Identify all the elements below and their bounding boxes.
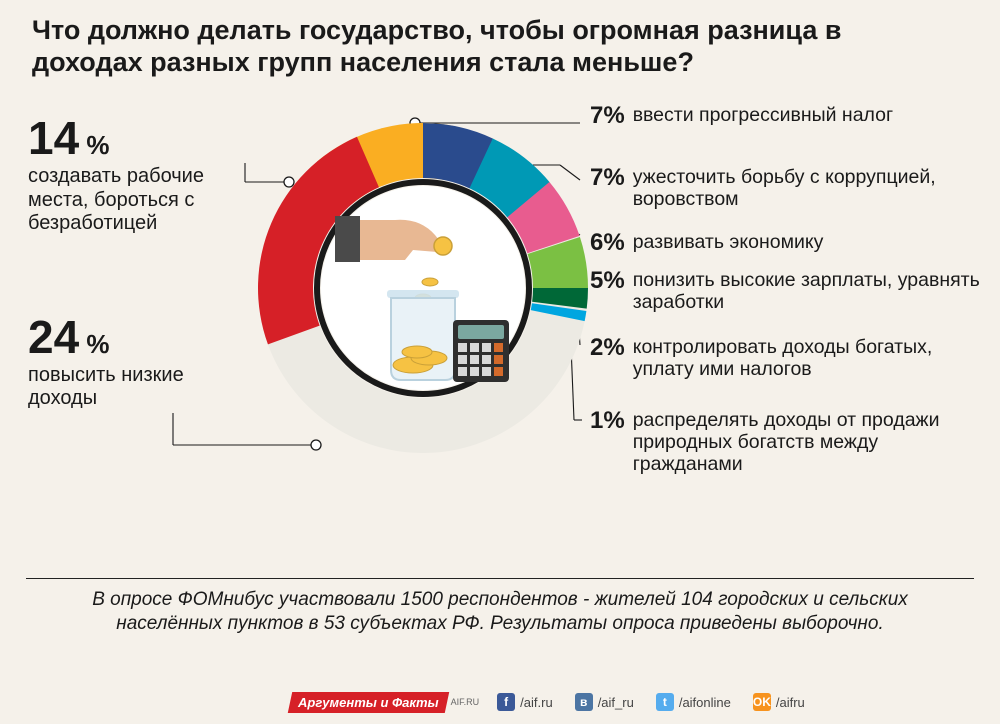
- social-tw[interactable]: t/aifonline: [656, 693, 731, 711]
- social-handle: /aif_ru: [598, 695, 634, 710]
- pct-value: 5%: [590, 268, 625, 295]
- ok-icon: OK: [753, 693, 771, 711]
- fb-icon: f: [497, 693, 515, 711]
- right-callout: 7% ввести прогрессивный налог: [590, 103, 893, 130]
- pct-value: 24: [28, 311, 79, 363]
- social-handle: /aifru: [776, 695, 805, 710]
- left-callouts: 14 % создавать рабочие места, бороться с …: [28, 115, 258, 467]
- donut-chart: [255, 120, 591, 456]
- page-title: Что должно делать государство, чтобы огр…: [32, 14, 932, 79]
- callout-label: развивать экономику: [633, 230, 824, 254]
- footnote: В опросе ФОМнибус участвовали 1500 респо…: [80, 588, 920, 636]
- footer: Аргументы и Факты AIF.RU f/aif.ru в/aif_r…: [0, 680, 1000, 724]
- right-callout: 6% развивать экономику: [590, 230, 823, 257]
- pct-value: 7%: [590, 165, 625, 192]
- social-fb[interactable]: f/aif.ru: [497, 693, 553, 711]
- center-illustration-money-jar: [325, 190, 521, 386]
- aif-logo: Аргументы и Факты AIF.RU: [290, 680, 479, 724]
- pct-sign: %: [79, 329, 109, 359]
- right-callout: 5% понизить высокие зарплаты, уравнять за…: [590, 268, 982, 314]
- right-callout: 2% контролировать доходы богатых, уплату …: [590, 335, 982, 381]
- callout-label: ужесточить борьбу с коррупцией, воровств…: [633, 165, 982, 211]
- callout-label: распределять доходы от продажи природных…: [633, 408, 982, 475]
- callout-label: контролировать доходы богатых, уплату им…: [633, 335, 982, 381]
- pct-value: 6%: [590, 230, 625, 257]
- pct-sign: %: [79, 130, 109, 160]
- pct-value: 7%: [590, 103, 625, 130]
- divider: [26, 578, 974, 579]
- vk-icon: в: [575, 693, 593, 711]
- left-callout: 14 % создавать рабочие места, бороться с …: [28, 115, 258, 236]
- callout-label: ввести прогрессивный налог: [633, 103, 893, 127]
- social-handle: /aifonline: [679, 695, 731, 710]
- pct-value: 14: [28, 112, 79, 164]
- left-callout: 24 % повысить низкие доходы: [28, 314, 258, 411]
- social-ok[interactable]: OK/aifru: [753, 693, 805, 711]
- social-links: f/aif.ru в/aif_ru t/aifonline OK/aifru: [497, 693, 805, 711]
- pct-value: 2%: [590, 335, 625, 362]
- social-vk[interactable]: в/aif_ru: [575, 693, 634, 711]
- callout-label: повысить низкие доходы: [28, 364, 258, 411]
- social-handle: /aif.ru: [520, 695, 553, 710]
- right-callout: 1% распределять доходы от продажи природн…: [590, 408, 982, 475]
- tw-icon: t: [656, 693, 674, 711]
- right-callout: 7% ужесточить борьбу с коррупцией, воровс…: [590, 165, 982, 211]
- callout-label: понизить высокие зарплаты, уравнять зара…: [633, 268, 982, 314]
- pct-value: 1%: [590, 408, 625, 435]
- callout-label: создавать рабочие места, бороться с безр…: [28, 165, 258, 236]
